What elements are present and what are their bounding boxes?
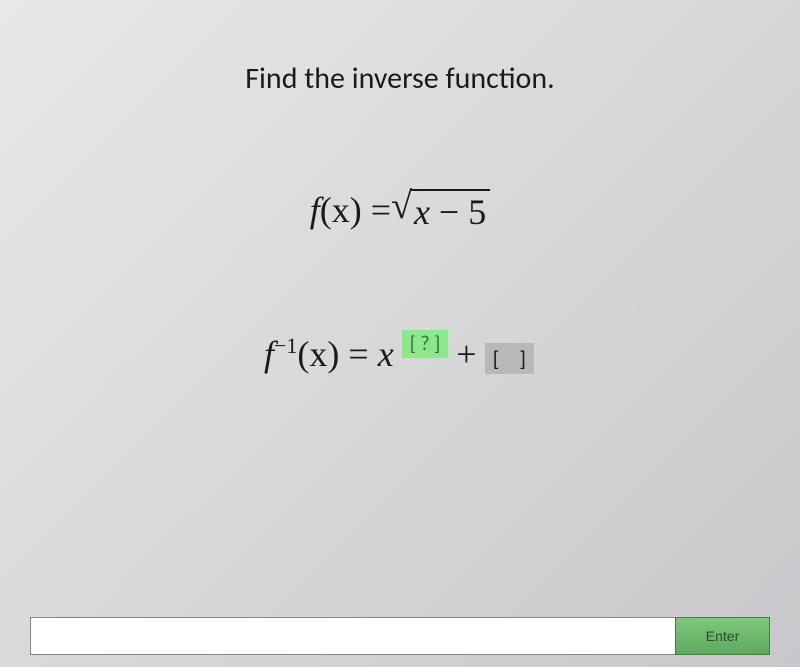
inverse-answer-line: f−1(x) = x [ ? ] + [ ]: [264, 333, 536, 375]
rhs-var: x: [378, 334, 394, 374]
function-lhs: f(x) =: [310, 189, 391, 231]
sqrt-rest: − 5: [430, 192, 486, 232]
instruction-text: Find the inverse function.: [245, 60, 554, 97]
inverse-lhs: f−1(x) = x: [264, 333, 394, 375]
enter-button[interactable]: Enter: [675, 617, 770, 655]
bottom-bar: Enter: [30, 617, 770, 655]
blank2-close: ]: [519, 345, 526, 372]
plus-sign: +: [456, 333, 476, 375]
equals-sign: =: [362, 190, 391, 230]
function-equation: f(x) = √ x − 5: [310, 187, 490, 233]
sqrt-var: x: [414, 192, 430, 232]
blank1-close: ]: [434, 332, 440, 356]
exponent-blank[interactable]: [ ? ]: [402, 330, 449, 358]
answer-input[interactable]: [30, 617, 675, 655]
inv-func-letter: f: [264, 334, 274, 374]
inverse-exponent: −1: [274, 333, 297, 358]
sqrt-radicand: x − 5: [410, 189, 490, 233]
constant-blank[interactable]: [ ]: [485, 343, 534, 374]
blank1-question: ?: [416, 332, 434, 356]
inv-func-arg: (x): [297, 334, 339, 374]
blank2-open: [: [493, 345, 500, 372]
func-arg: (x): [320, 190, 362, 230]
func-letter: f: [310, 190, 320, 230]
inv-equals: =: [339, 334, 377, 374]
sqrt-icon: √: [391, 187, 412, 225]
content-area: Find the inverse function. f(x) = √ x − …: [0, 0, 800, 375]
sqrt-expression: √ x − 5: [391, 187, 490, 233]
